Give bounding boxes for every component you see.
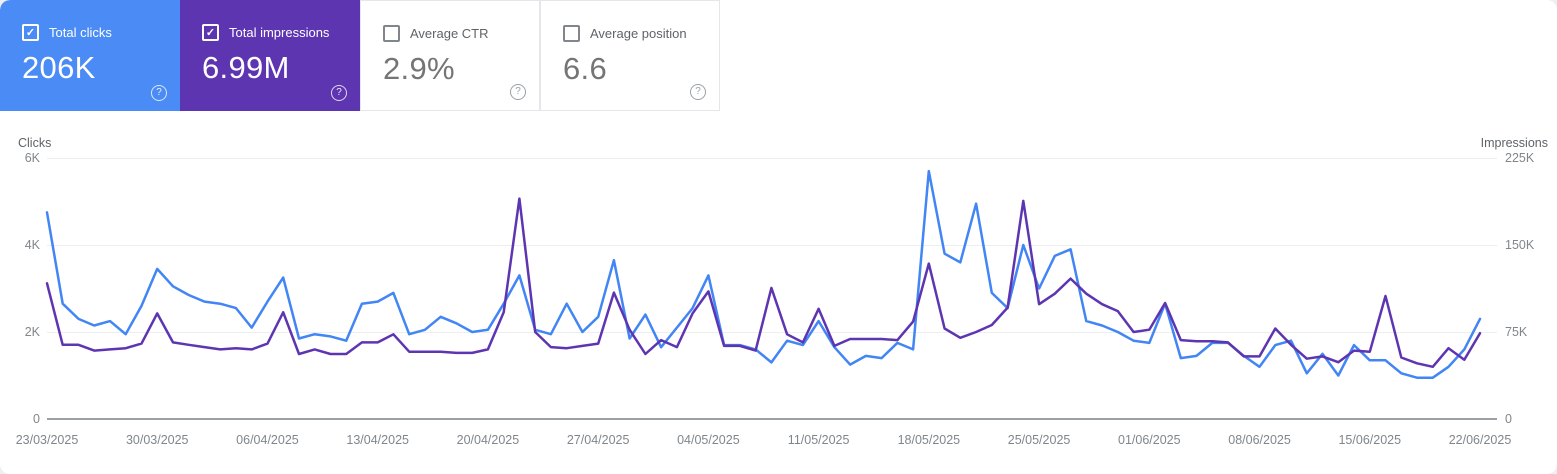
checkbox-total-clicks[interactable] [22,24,39,41]
metric-card-header: Total clicks [0,0,180,41]
left-axis-tick: 6K [24,151,40,165]
checkbox-average-position[interactable] [563,25,580,42]
left-axis-tick: 2K [24,325,40,339]
help-icon[interactable] [690,84,706,100]
left-axis-tick: 0 [33,412,40,426]
x-axis-label: 27/04/2025 [566,433,630,447]
metric-card-label: Average CTR [410,26,489,41]
metric-card-value: 206K [22,50,96,85]
metric-card-average-ctr[interactable]: Average CTR 2.9% [360,0,540,111]
right-axis-tick: 0 [1505,412,1512,426]
checkbox-average-ctr[interactable] [383,25,400,42]
metric-card-label: Average position [590,26,687,41]
right-axis-tick: 225K [1505,151,1535,165]
metric-card-value: 6.99M [202,50,290,85]
x-axis-label: 11/05/2025 [787,433,850,447]
help-icon[interactable] [151,85,167,101]
metric-card-total-clicks[interactable]: Total clicks 206K [0,0,180,111]
x-axis-baseline [47,418,1497,420]
metric-card-label: Total impressions [229,25,330,40]
x-axis-label: 20/04/2025 [456,433,520,447]
series-line-clicks [45,169,1482,379]
right-axis-tick: 75K [1505,325,1528,339]
metric-card-header: Average position [541,1,719,42]
right-axis-title: Impressions [1480,136,1548,150]
x-axis-label: 08/06/2025 [1228,433,1291,447]
x-axis-label: 06/04/2025 [236,433,299,447]
metric-card-header: Average CTR [361,1,539,42]
metric-card-average-position[interactable]: Average position 6.6 [540,0,720,111]
x-axis-label: 23/03/2025 [15,433,79,447]
metric-card-value: 6.6 [563,51,607,86]
gridline [47,245,1497,246]
help-icon[interactable] [510,84,526,100]
metric-card-total-impressions[interactable]: Total impressions 6.99M [180,0,360,111]
checkbox-total-impressions[interactable] [202,24,219,41]
x-axis-label: 15/06/2025 [1338,433,1402,447]
gridline [47,158,1497,159]
x-axis-label: 04/05/2025 [677,433,740,447]
right-axis-tick: 150K [1505,238,1535,252]
x-axis-label: 13/04/2025 [346,433,409,447]
x-axis-label: 18/05/2025 [897,433,961,447]
left-axis-tick: 4K [24,238,40,252]
metric-cards-row: Total clicks 206K Total impressions 6.99… [0,0,720,111]
gridline [47,332,1497,333]
x-axis-label: 01/06/2025 [1118,433,1181,447]
metric-card-header: Total impressions [180,0,360,41]
x-axis-labels: 23/03/2025 30/03/2025 06/04/2025 13/04/2025… [0,433,1557,455]
left-axis-title: Clicks [18,136,52,150]
metric-card-label: Total clicks [49,25,112,40]
series-line-impressions [45,197,1482,369]
help-icon[interactable] [331,85,347,101]
x-axis-label: 22/06/2025 [1448,433,1512,447]
x-axis-label: 25/05/2025 [1007,433,1071,447]
x-axis-label: 30/03/2025 [125,433,189,447]
metric-card-value: 2.9% [383,51,455,86]
